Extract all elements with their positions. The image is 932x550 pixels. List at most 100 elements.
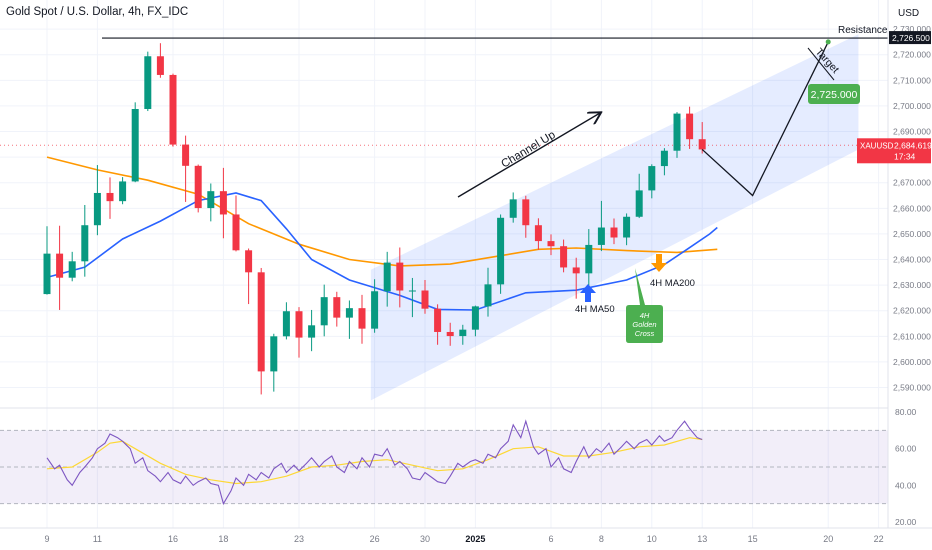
candle [371, 279, 379, 333]
price-tick: 2,720.000 [893, 50, 931, 60]
price-tick: 2,730.000 [893, 24, 931, 34]
candle-body [497, 217, 505, 285]
last-price-badge [857, 138, 931, 164]
candle-body [371, 291, 379, 329]
time-tick: 26 [370, 534, 380, 544]
candle [623, 213, 631, 246]
candle-body [270, 336, 278, 372]
candle [345, 300, 353, 339]
candle [320, 284, 328, 337]
candle [282, 302, 290, 340]
candle-body [320, 297, 328, 326]
time-tick: 18 [218, 534, 228, 544]
rsi-panel [46, 419, 703, 506]
candle [43, 226, 51, 295]
candle-body [295, 311, 303, 338]
candle-body [282, 311, 290, 337]
candle-body [207, 191, 215, 209]
candle [698, 122, 706, 154]
candle [585, 229, 593, 291]
candle-body [648, 166, 656, 191]
candle [93, 165, 101, 236]
candle [257, 267, 265, 395]
rsi-tick: 80.00 [895, 407, 917, 417]
candle [358, 294, 366, 344]
candle [446, 322, 454, 346]
candle-body [547, 241, 555, 247]
candle-body [81, 225, 89, 262]
time-tick: 2025 [465, 534, 485, 544]
candle [56, 225, 64, 310]
candle-body [56, 253, 64, 278]
candle-body [408, 290, 416, 292]
candle-body [698, 139, 706, 150]
time-tick: 22 [874, 534, 884, 544]
golden-cross-callout [626, 268, 663, 343]
resistance-price: 2,726.500 [892, 33, 930, 43]
channel-fill [370, 34, 859, 401]
candle-body [597, 227, 605, 245]
candle [673, 112, 681, 158]
candle-body [43, 253, 51, 295]
candle [497, 214, 505, 294]
candle-body [119, 181, 127, 202]
candle [660, 148, 668, 176]
time-tick: 6 [548, 534, 553, 544]
candle-body [131, 108, 139, 182]
candle-body [245, 250, 253, 273]
candle-body [219, 191, 227, 215]
candle-body [572, 267, 580, 274]
resistance-name: Resistance 1 [838, 25, 896, 36]
time-tick: 16 [168, 534, 178, 544]
rsi-tick: 40.00 [895, 480, 917, 490]
candles [43, 43, 706, 395]
candle [156, 43, 164, 78]
candle [560, 239, 568, 273]
candle-body [169, 74, 177, 145]
candle [471, 305, 479, 337]
candle [635, 173, 643, 219]
price-tick: 2,630.000 [893, 280, 931, 290]
candle [434, 304, 442, 345]
chart-title: Gold Spot / U.S. Dollar, 4h, FX_IDC [6, 6, 189, 18]
time-tick: 23 [294, 534, 304, 544]
last-price-symbol: XAUUSD [860, 141, 894, 150]
candle-body [560, 246, 568, 268]
horizontal-lines: Resistance 1 [0, 25, 896, 146]
price-tick: 2,700.000 [893, 101, 931, 111]
candle-body [106, 192, 114, 202]
candle [131, 102, 139, 183]
candle [610, 218, 618, 245]
candle [459, 324, 467, 345]
price-tick: 2,610.000 [893, 331, 931, 341]
candle [648, 164, 656, 199]
resistance-price-badge [889, 31, 931, 45]
candle [270, 333, 278, 392]
time-tick: 30 [420, 534, 430, 544]
golden-cross-label: 4H [640, 311, 650, 320]
target-dot [825, 39, 831, 45]
candle-body [660, 150, 668, 167]
candle-body [421, 290, 429, 309]
time-tick: 13 [697, 534, 707, 544]
candle [396, 247, 404, 308]
last-price-timer: 17:34 [894, 151, 916, 161]
candle-body [635, 190, 643, 217]
candle [522, 195, 530, 238]
candle [144, 51, 152, 112]
price-tick: 2,590.000 [893, 383, 931, 393]
candle [169, 73, 177, 147]
candle-body [232, 214, 240, 251]
price-tick: 2,650.000 [893, 229, 931, 239]
candle-body [182, 144, 190, 166]
price-tick: 2,690.000 [893, 127, 931, 137]
candle [333, 291, 341, 327]
candle [509, 192, 517, 223]
currency-label: USD [898, 8, 920, 19]
ma200-arrow-icon [651, 254, 667, 272]
candle-body [383, 262, 391, 292]
candle [68, 251, 76, 282]
ma50-arrow-icon [580, 284, 596, 302]
